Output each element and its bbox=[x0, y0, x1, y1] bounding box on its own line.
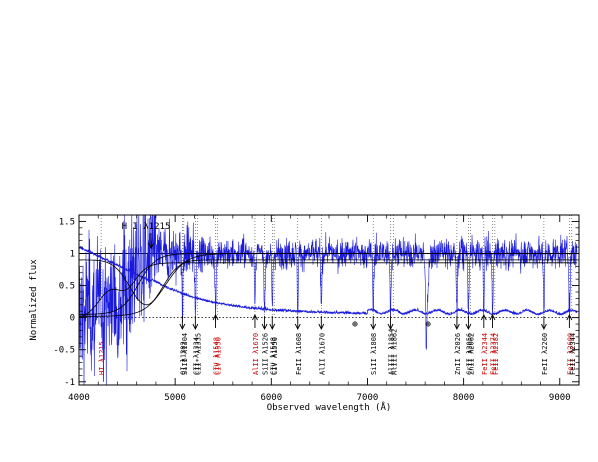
lya-arrowhead bbox=[148, 242, 155, 250]
down-arrowhead bbox=[179, 323, 186, 331]
x-tick-label: 5000 bbox=[164, 393, 186, 403]
ion-label: AlIII λ1862 bbox=[390, 329, 398, 375]
ion-label: SiII λ1808 bbox=[370, 333, 378, 375]
axis-ticks: 4000 5000 6000 7000 8000 9000 -1 -0.5 0 0.5 1 1.5 bbox=[53, 215, 580, 403]
down-arrowhead bbox=[294, 323, 301, 331]
up-arrowhead bbox=[480, 313, 487, 321]
data-series bbox=[79, 215, 578, 385]
ion-label: AlIII λ1854 bbox=[388, 329, 396, 375]
down-arrowhead bbox=[387, 323, 394, 331]
down-arrowhead bbox=[261, 323, 268, 331]
model-curve bbox=[79, 262, 578, 318]
down-arrowhead bbox=[541, 323, 547, 331]
ion-label: SiII λ1304 bbox=[181, 333, 189, 375]
x-tick-label: 4000 bbox=[68, 393, 90, 403]
down-arrowhead bbox=[318, 323, 325, 331]
y-tick-label: 0.5 bbox=[59, 282, 75, 292]
down-arrowhead bbox=[192, 323, 199, 331]
ion-label: FeII λ1608 bbox=[295, 333, 303, 375]
ion-label: CIV λ1550 bbox=[271, 337, 279, 375]
down-arrowhead bbox=[465, 323, 472, 331]
plot-background bbox=[79, 215, 579, 385]
ion-label: CII* λ1335 bbox=[194, 333, 202, 375]
lya-label: H I λ1215 bbox=[122, 222, 171, 232]
ion-label: FeII λ2344 bbox=[481, 333, 489, 375]
ion-label: FeII λ2374 bbox=[489, 333, 497, 375]
up-arrowhead bbox=[252, 313, 258, 321]
ion-label: HI λ1215 bbox=[98, 341, 106, 375]
ion-label: FeII λ2260 bbox=[541, 333, 549, 375]
up-arrowhead bbox=[489, 313, 496, 321]
ion-label: FeII λ2382 bbox=[492, 333, 500, 375]
up-arrowhead bbox=[566, 313, 573, 321]
ion-label: CIV λ1550 bbox=[214, 337, 222, 375]
ion-label: ZnII λ2062 bbox=[467, 333, 475, 375]
model-curve bbox=[79, 253, 578, 317]
ion-label: ZnII λ2026 bbox=[454, 333, 462, 375]
y-tick-label: -0.5 bbox=[53, 346, 75, 356]
ion-label: AlII λ1670 bbox=[252, 333, 260, 375]
error-series bbox=[79, 245, 578, 317]
ion-label: AlII λ1670 bbox=[318, 333, 326, 375]
ion-label: SiII λ1526 bbox=[262, 333, 270, 375]
y-tick-label: -1 bbox=[64, 378, 75, 388]
ion-label: CIV λ1548 bbox=[269, 337, 277, 375]
model-curve bbox=[79, 259, 578, 306]
y-tick-label: 1 bbox=[70, 249, 75, 259]
x-tick-label: 7000 bbox=[357, 393, 379, 403]
down-arrowhead bbox=[370, 323, 377, 331]
up-arrowhead bbox=[212, 313, 219, 321]
ion-label: CII λ1334 bbox=[192, 337, 200, 375]
x-axis-label: Observed wavelength (Å) bbox=[267, 401, 392, 413]
ion-label: CIV λ1548 bbox=[213, 337, 221, 375]
down-arrowhead bbox=[269, 323, 276, 331]
x-tick-label: 6000 bbox=[260, 393, 282, 403]
ion-label: FeII λ2600 bbox=[566, 333, 574, 375]
x-tick-label: 9000 bbox=[549, 393, 571, 403]
ion-label: FeII λ2344 bbox=[569, 333, 577, 375]
flux-series bbox=[79, 215, 578, 385]
y-tick-label: 1.5 bbox=[59, 217, 75, 227]
ion-label: OI λ1302 bbox=[179, 341, 187, 375]
y-tick-label: 0 bbox=[70, 314, 75, 324]
ion-label: CrII λ2056 bbox=[465, 333, 473, 375]
x-tick-label: 8000 bbox=[453, 393, 475, 403]
y-axis-label: Normalized flux bbox=[29, 259, 39, 341]
down-arrowhead bbox=[453, 323, 460, 331]
